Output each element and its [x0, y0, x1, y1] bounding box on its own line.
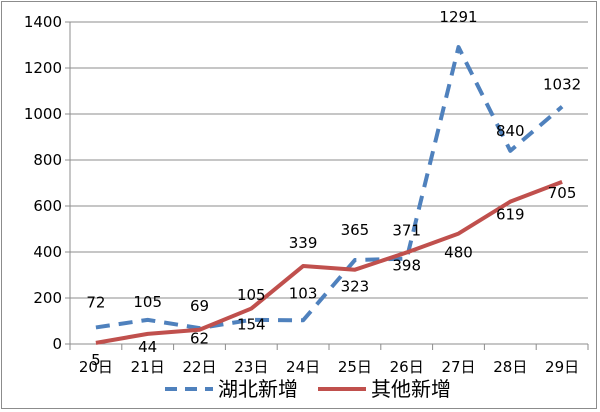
legend-label-hubei: 湖北新增: [218, 377, 298, 401]
series-lines: [95, 45, 564, 345]
data-label-other: 323: [341, 278, 370, 296]
data-label-hubei: 105: [237, 286, 266, 304]
x-tick-label: 28日: [493, 358, 527, 376]
x-tick-label: 25日: [338, 358, 372, 376]
x-tick-label: 23日: [234, 358, 268, 376]
data-label-hubei: 103: [289, 284, 318, 302]
data-label-other: 154: [237, 316, 266, 334]
data-label-hubei: 840: [496, 122, 525, 140]
x-tick-label: 22日: [182, 358, 216, 376]
y-tick-label: 1400: [24, 13, 62, 31]
data-label-other: 44: [138, 338, 157, 356]
y-tick-label: 1000: [24, 105, 62, 123]
data-label-hubei: 105: [133, 293, 162, 311]
data-label-other: 5: [91, 351, 101, 369]
data-label-hubei: 365: [341, 221, 370, 239]
data-label-other: 62: [190, 330, 209, 348]
data-label-hubei: 371: [392, 222, 421, 240]
x-axis-ticks: 20日 21日 22日 23日 24日 25日 26日 27日 28日 29日: [69, 344, 589, 376]
y-tick-label: 200: [33, 289, 62, 307]
data-label-other: 398: [392, 256, 421, 274]
data-label-other: 705: [548, 184, 577, 202]
data-label-hubei: 1291: [439, 8, 477, 26]
x-tick-label: 29日: [545, 358, 579, 376]
x-tick-label: 27日: [441, 358, 475, 376]
x-tick-label: 26日: [390, 358, 424, 376]
series-line-hubei: [95, 45, 564, 331]
data-label-hubei: 69: [190, 297, 209, 315]
y-tick-label: 0: [52, 335, 62, 353]
legend: 湖北新增 其他新增: [165, 377, 451, 401]
data-label-other: 339: [289, 234, 318, 252]
data-label-other: 480: [444, 244, 473, 262]
data-label-hubei: 72: [86, 293, 105, 311]
x-tick-label: 21日: [131, 358, 165, 376]
x-tick-label: 24日: [286, 358, 320, 376]
legend-label-other: 其他新增: [371, 377, 451, 401]
y-axis-ticks: 0 200 400 600 800 1000 1200 1400: [24, 13, 70, 353]
y-tick-label: 600: [33, 197, 62, 215]
y-tick-label: 400: [33, 243, 62, 261]
y-tick-label: 1200: [24, 59, 62, 77]
gridlines: [70, 21, 588, 299]
data-labels: 72 105 69 105 103 365 371 1291 840 1032 5 44 62 154 33…: [86, 8, 581, 369]
data-label-other: 619: [496, 206, 525, 224]
data-label-hubei: 1032: [543, 76, 581, 94]
x-tick-label: 20日: [79, 358, 113, 376]
y-tick-label: 800: [33, 151, 62, 169]
series-line-other: [95, 179, 563, 345]
